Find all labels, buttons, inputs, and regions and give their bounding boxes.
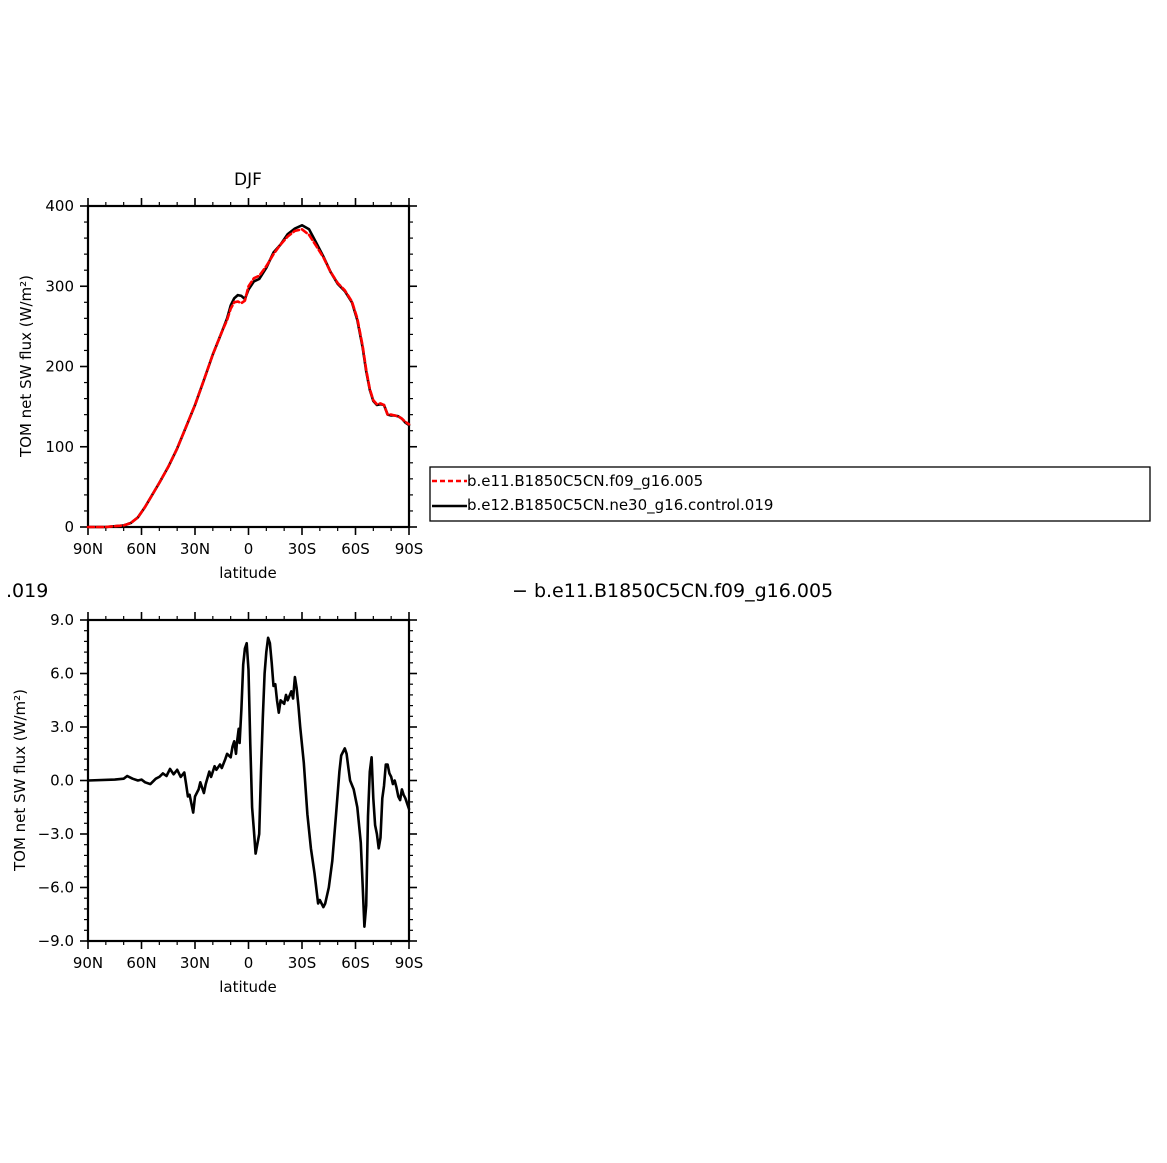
x-tick-label: 60S: [341, 540, 370, 558]
bottom-chart-y-tick-labels: −9.0 −6.0 −3.0 0.0 3.0 6.0 9.0: [38, 611, 74, 950]
y-tick-label: 100: [45, 438, 74, 456]
top-chart-y-tick-labels: 0 100 200 300 400: [45, 197, 74, 536]
y-tick-label: −6.0: [38, 879, 74, 897]
bottom-chart-series: [86, 636, 411, 929]
bottom-chart: −9.0 −6.0 −3.0 0.0 3.0 6.0 9.0 90N 60N 30N 0 30S 60…: [11, 611, 423, 996]
top-chart-title: DJF: [234, 170, 262, 190]
y-tick-label: 0: [64, 518, 74, 536]
x-tick-label: 90N: [73, 540, 103, 558]
top-chart-series: [86, 224, 411, 529]
series-line-2: [86, 228, 411, 529]
x-tick-label: 30N: [180, 954, 210, 972]
series-line-1: [86, 224, 411, 529]
x-tick-label: 30S: [288, 954, 317, 972]
y-tick-label: −3.0: [38, 825, 74, 843]
x-tick-label: 60N: [126, 954, 156, 972]
x-tick-label: 60N: [126, 540, 156, 558]
y-tick-label: 3.0: [50, 718, 74, 736]
x-tick-label: 30S: [288, 540, 317, 558]
x-tick-label: 30N: [180, 540, 210, 558]
y-tick-label: 300: [45, 277, 74, 295]
y-tick-label: 6.0: [50, 665, 74, 683]
bottom-chart-y-axis-label: TOM net SW flux (W/m²): [11, 689, 29, 872]
series-line-1: [86, 636, 411, 929]
x-tick-label: 90S: [395, 540, 424, 558]
y-tick-label: 0.0: [50, 772, 74, 790]
legend-box: [429, 466, 1151, 522]
caption-fragment-left: .019: [6, 580, 48, 602]
legend-item-1: b.e11.B1850C5CN.f09_g16.005: [467, 472, 703, 491]
y-tick-label: 400: [45, 197, 74, 215]
bottom-chart-x-axis-label: latitude: [219, 978, 277, 996]
bottom-chart-x-tick-labels: 90N 60N 30N 0 30S 60S 90S: [73, 954, 423, 972]
x-tick-label: 90N: [73, 954, 103, 972]
y-tick-label: 9.0: [50, 611, 74, 629]
y-tick-label: −9.0: [38, 932, 74, 950]
top-chart-y-axis-label: TOM net SW flux (W/m²): [17, 275, 35, 458]
x-tick-label: 0: [244, 540, 254, 558]
x-tick-label: 60S: [341, 954, 370, 972]
y-tick-label: 200: [45, 358, 74, 376]
top-chart-x-axis-label: latitude: [219, 564, 277, 582]
legend-item-2: b.e12.B1850C5CN.ne30_g16.control.019: [467, 496, 773, 515]
x-tick-label: 90S: [395, 954, 424, 972]
top-chart: DJF 0 100 200 300 400 90N 60N 30N 0 30S 60S 90S la…: [17, 170, 423, 582]
top-chart-x-tick-labels: 90N 60N 30N 0 30S 60S 90S: [73, 540, 423, 558]
x-tick-label: 0: [244, 954, 254, 972]
legend: b.e11.B1850C5CN.f09_g16.005 b.e12.B1850C…: [429, 466, 1151, 522]
top-chart-frame: [86, 204, 411, 529]
caption-fragment-right: − b.e11.B1850C5CN.f09_g16.005: [512, 580, 833, 602]
